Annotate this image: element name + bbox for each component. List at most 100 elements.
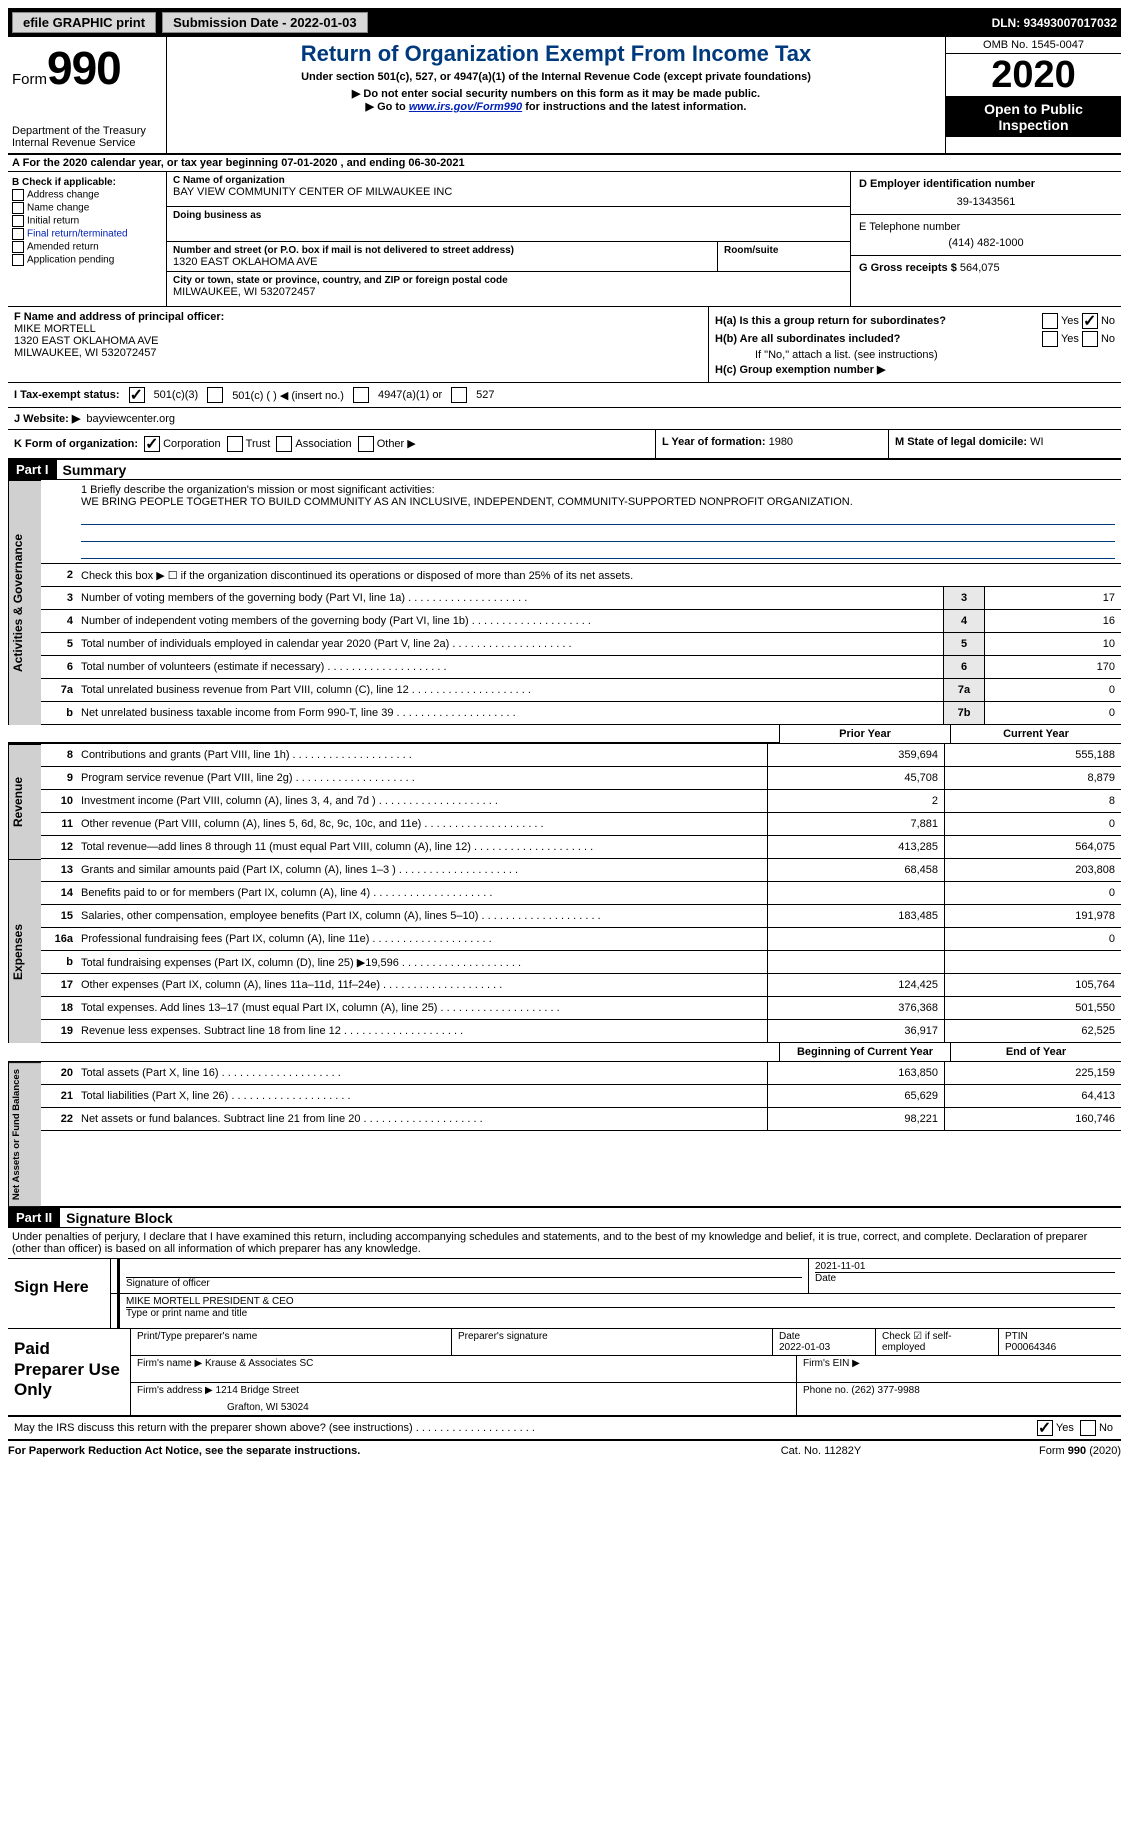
col-headers-1: Prior Year Current Year	[8, 725, 1121, 744]
prior-val	[767, 951, 944, 973]
line-desc: Total unrelated business revenue from Pa…	[81, 682, 943, 698]
chk-trust[interactable]	[227, 436, 243, 452]
street: 1320 EAST OKLAHOMA AVE	[173, 256, 711, 268]
city-label: City or town, state or province, country…	[173, 275, 844, 286]
current-val: 555,188	[944, 744, 1121, 766]
prior-year-header: Prior Year	[779, 725, 950, 743]
chk-4947[interactable]	[353, 387, 369, 403]
line-num: 17	[41, 979, 81, 991]
current-val: 0	[944, 813, 1121, 835]
opt-assoc: Association	[295, 438, 351, 450]
line-desc: Number of voting members of the governin…	[81, 590, 943, 606]
irs-link[interactable]: www.irs.gov/Form990	[409, 101, 522, 113]
yes-2: Yes	[1061, 333, 1079, 345]
current-val: 8,879	[944, 767, 1121, 789]
chk-amended[interactable]	[12, 241, 24, 253]
open-public-2: Inspection	[946, 117, 1121, 133]
line-val: 170	[984, 656, 1121, 678]
table-row: 16aProfessional fundraising fees (Part I…	[41, 928, 1121, 951]
self-employed-label: Check ☑ if self-employed	[882, 1331, 952, 1353]
line-desc: Revenue less expenses. Subtract line 18 …	[81, 1023, 767, 1039]
table-row: 11Other revenue (Part VIII, column (A), …	[41, 813, 1121, 836]
prior-val: 183,485	[767, 905, 944, 927]
chk-initial[interactable]	[12, 215, 24, 227]
line-desc: Total assets (Part X, line 16)	[81, 1065, 767, 1081]
line-desc: Other revenue (Part VIII, column (A), li…	[81, 816, 767, 832]
j-label: J Website: ▶	[14, 412, 80, 425]
table-row: 9Program service revenue (Part VIII, lin…	[41, 767, 1121, 790]
hb-no[interactable]	[1082, 331, 1098, 347]
current-val: 203,808	[944, 859, 1121, 881]
current-val	[944, 951, 1121, 973]
chk-527[interactable]	[451, 387, 467, 403]
chk-501c[interactable]	[207, 387, 223, 403]
opt-initial: Initial return	[27, 216, 79, 227]
current-val: 8	[944, 790, 1121, 812]
chk-other[interactable]	[358, 436, 374, 452]
hc-label: H(c) Group exemption number ▶	[715, 363, 885, 376]
f-label: F Name and address of principal officer:	[14, 311, 702, 323]
section-h: H(a) Is this a group return for subordin…	[709, 307, 1121, 382]
opt-527: 527	[476, 389, 494, 401]
phone-label: E Telephone number	[859, 221, 1113, 233]
line-num: 19	[41, 1025, 81, 1037]
prior-val	[767, 882, 944, 904]
prior-val: 124,425	[767, 974, 944, 996]
ein-label: D Employer identification number	[859, 178, 1113, 190]
line-num: 12	[41, 841, 81, 853]
goto-post: for instructions and the latest informat…	[522, 101, 746, 113]
vlabel-expenses: Expenses	[8, 859, 41, 1043]
open-public-1: Open to Public	[946, 101, 1121, 117]
prior-val: 2	[767, 790, 944, 812]
prep-name-label: Print/Type preparer's name	[137, 1331, 257, 1342]
sig-date-label: Date	[815, 1272, 1115, 1284]
officer-city: MILWAUKEE, WI 532072457	[14, 347, 702, 359]
k-label: K Form of organization:	[14, 438, 138, 450]
form-title: Return of Organization Exempt From Incom…	[173, 41, 939, 67]
line-num: 5	[41, 638, 81, 650]
chk-name-change[interactable]	[12, 202, 24, 214]
ha-no[interactable]	[1082, 313, 1098, 329]
line-num: 13	[41, 864, 81, 876]
efile-button[interactable]: efile GRAPHIC print	[12, 12, 156, 33]
table-row: 12Total revenue—add lines 8 through 11 (…	[41, 836, 1121, 859]
table-row: 21Total liabilities (Part X, line 26)65,…	[41, 1085, 1121, 1108]
table-row: 5Total number of individuals employed in…	[41, 633, 1121, 656]
discuss-question: May the IRS discuss this return with the…	[14, 1422, 413, 1434]
section-d: D Employer identification number 39-1343…	[851, 172, 1121, 306]
website: bayviewcenter.org	[86, 413, 175, 425]
line-desc: Contributions and grants (Part VIII, lin…	[81, 747, 767, 763]
current-val: 564,075	[944, 836, 1121, 858]
current-val: 501,550	[944, 997, 1121, 1019]
chk-501c3[interactable]	[129, 387, 145, 403]
chk-address-change[interactable]	[12, 189, 24, 201]
opt-501c: 501(c) ( ) ◀ (insert no.)	[232, 389, 344, 402]
submission-date: Submission Date - 2022-01-03	[162, 12, 368, 33]
b-label: B Check if applicable:	[12, 177, 162, 188]
phone: (414) 482-1000	[859, 237, 1113, 249]
discuss-no[interactable]	[1080, 1420, 1096, 1436]
ha-yes[interactable]	[1042, 313, 1058, 329]
chk-pending[interactable]	[12, 254, 24, 266]
opt-name: Name change	[27, 203, 89, 214]
hb-yes[interactable]	[1042, 331, 1058, 347]
vlabel-revenue: Revenue	[8, 744, 41, 859]
current-val: 62,525	[944, 1020, 1121, 1042]
opt-trust: Trust	[246, 438, 271, 450]
opt-other: Other ▶	[377, 438, 416, 450]
current-val: 160,746	[944, 1108, 1121, 1130]
line-box: 7a	[943, 679, 984, 701]
table-row: 4Number of independent voting members of…	[41, 610, 1121, 633]
l-label: L Year of formation:	[662, 436, 766, 448]
line-num: b	[41, 707, 81, 719]
table-row: 15Salaries, other compensation, employee…	[41, 905, 1121, 928]
prior-val	[767, 928, 944, 950]
discuss-yes-label: Yes	[1056, 1422, 1074, 1434]
chk-final[interactable]	[12, 228, 24, 240]
chk-assoc[interactable]	[276, 436, 292, 452]
chk-corp[interactable]	[144, 436, 160, 452]
discuss-yes[interactable]	[1037, 1420, 1053, 1436]
hb-note: If "No," attach a list. (see instruction…	[715, 349, 1115, 361]
part2-title: Signature Block	[66, 1210, 173, 1226]
header-sub1: Under section 501(c), 527, or 4947(a)(1)…	[173, 71, 939, 83]
